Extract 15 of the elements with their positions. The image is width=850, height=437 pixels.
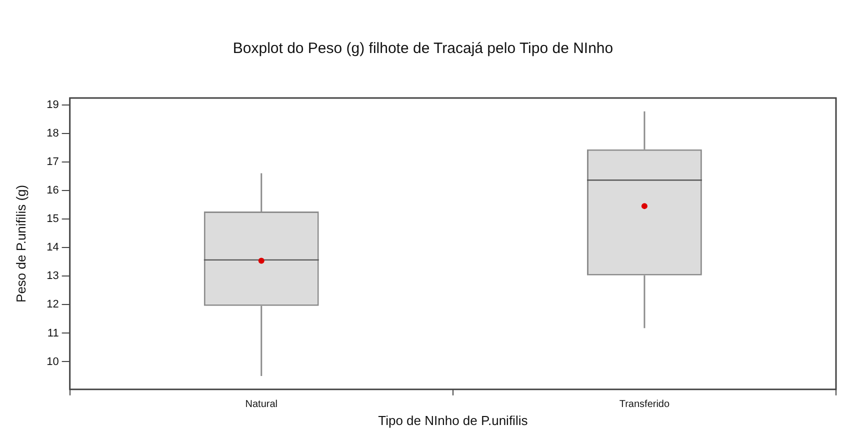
y-tick-label: 18 xyxy=(46,128,59,140)
y-tick-label: 13 xyxy=(46,270,59,282)
x-tick-label: Transferido xyxy=(619,399,670,410)
y-tick-label: 14 xyxy=(46,242,59,254)
x-tick-label: Natural xyxy=(245,399,278,410)
y-tick-label: 15 xyxy=(46,213,59,226)
chart-title: Boxplot do Peso (g) filhote de Tracajá pelo Tipo de NInho xyxy=(232,40,614,58)
y-tick-label: 11 xyxy=(47,327,59,340)
y-tick-label: 19 xyxy=(46,99,59,112)
y-tick-label: 17 xyxy=(46,156,59,168)
y-tick-label: 16 xyxy=(46,184,59,197)
y-tick-label: 12 xyxy=(46,298,59,311)
y-tick-label: 10 xyxy=(46,356,59,368)
x-axis-title: Tipo de NInho de P.unifilis xyxy=(378,412,528,428)
y-axis-title: Peso de P.unifilis (g) xyxy=(13,184,28,302)
